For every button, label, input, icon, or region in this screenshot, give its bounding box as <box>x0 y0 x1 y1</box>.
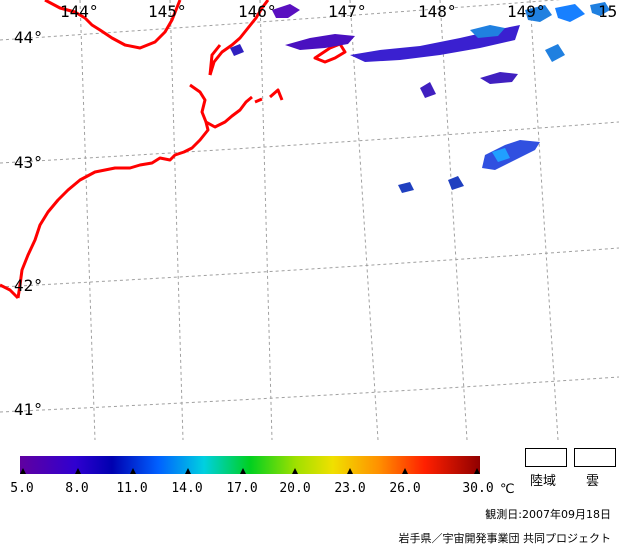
latitude-label: 44° <box>14 28 43 47</box>
colorbar-tick-label: 23.0 <box>334 481 366 496</box>
longitude-label: 15 <box>598 2 618 21</box>
latitude-label: 43° <box>14 153 43 172</box>
colorbar-tick-label: 20.0 <box>279 481 311 496</box>
land-legend-swatch <box>525 448 567 467</box>
longitude-label: 146° <box>238 2 277 21</box>
latitude-gridlines <box>0 0 619 413</box>
longitude-label: 149° <box>507 2 546 21</box>
sst-data-patches <box>230 2 610 193</box>
colorbar-tick-label: 11.0 <box>116 481 148 496</box>
latitude-label: 41° <box>14 400 43 419</box>
longitude-label: 144° <box>60 2 99 21</box>
longitude-label: 145° <box>148 2 187 21</box>
cloud-legend-swatch <box>574 448 616 467</box>
credit-text: 岩手県／宇宙開発事業団 共同プロジェクト <box>398 532 612 545</box>
colorbar-tick-label: 17.0 <box>226 481 258 496</box>
colorbar-tick-label: 14.0 <box>171 481 203 496</box>
cloud-legend-label: 雲 <box>586 474 600 489</box>
longitude-gridlines <box>79 0 559 440</box>
latitude-label: 42° <box>14 276 43 295</box>
colorbar-unit: ℃ <box>500 482 515 497</box>
colorbar-tick-label: 30.0 <box>462 481 494 496</box>
colorbar-tick-label: 5.0 <box>10 481 34 496</box>
map-canvas <box>0 0 619 440</box>
temperature-colorbar <box>20 456 480 474</box>
coastline <box>0 0 347 300</box>
colorbar-tick-label: 26.0 <box>389 481 421 496</box>
land-legend-label: 陸域 <box>530 474 557 489</box>
colorbar-tick-label: 8.0 <box>65 481 89 496</box>
longitude-label: 147° <box>328 2 367 21</box>
longitude-label: 148° <box>418 2 457 21</box>
colorbar-tick-marks <box>20 468 480 474</box>
observation-date: 観測日:2007年09月18日 <box>485 508 611 521</box>
